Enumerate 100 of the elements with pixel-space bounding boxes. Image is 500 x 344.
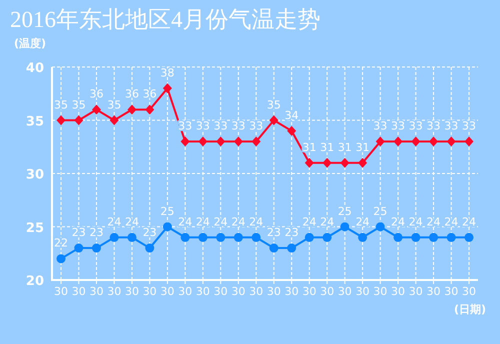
x-tick-label: 30	[444, 285, 458, 298]
data-label: 24	[408, 215, 423, 228]
data-label: 23	[142, 226, 157, 240]
data-label: 31	[302, 140, 316, 154]
point	[145, 244, 154, 253]
x-tick-label: 30	[72, 285, 86, 298]
data-label: 23	[72, 226, 86, 240]
point	[411, 232, 420, 242]
data-label: 24	[107, 215, 122, 228]
point	[446, 136, 456, 147]
y-tick-label: 20	[26, 274, 44, 289]
data-label: 35	[72, 98, 86, 112]
point	[252, 232, 261, 242]
data-label: 24	[462, 215, 476, 228]
x-tick-label: 30	[356, 285, 370, 298]
data-label: 38	[160, 66, 174, 80]
point	[180, 136, 190, 147]
point	[92, 244, 101, 253]
x-tick-label: 30	[391, 285, 406, 298]
data-label: 31	[356, 140, 370, 154]
x-tick-label: 30	[160, 285, 174, 298]
data-label: 35	[107, 98, 122, 112]
data-label: 22	[54, 236, 68, 250]
data-label: 23	[89, 226, 104, 240]
point	[429, 136, 438, 147]
x-tick-label: 30	[124, 285, 139, 298]
point	[56, 254, 66, 264]
data-label: 33	[444, 120, 458, 133]
point	[216, 136, 226, 147]
data-label: 34	[284, 108, 299, 122]
data-label: 33	[214, 120, 228, 133]
x-tick-label: 30	[408, 285, 423, 298]
data-label: 31	[320, 140, 334, 154]
data-label: 25	[160, 204, 174, 218]
data-label: 24	[196, 215, 210, 228]
point	[74, 244, 84, 253]
data-label: 23	[284, 226, 299, 240]
x-tick-label: 30	[54, 285, 68, 298]
y-tick-label: 25	[26, 220, 44, 236]
data-label: 31	[338, 140, 352, 154]
data-label: 24	[426, 215, 441, 228]
data-label: 33	[249, 120, 264, 133]
data-label: 33	[462, 120, 476, 133]
x-tick-label: 30	[302, 285, 316, 298]
x-tick-label: 30	[142, 285, 157, 298]
point	[429, 232, 438, 242]
point	[56, 115, 66, 126]
data-label: 35	[266, 98, 281, 112]
point	[287, 244, 296, 253]
point	[252, 136, 261, 147]
x-tick-label: 30	[266, 285, 281, 298]
data-label: 24	[214, 215, 228, 228]
point	[411, 136, 420, 147]
point	[394, 232, 403, 242]
x-tick-label: 30	[320, 285, 334, 298]
y-tick-label: 30	[26, 168, 44, 182]
point	[340, 222, 350, 232]
point	[464, 136, 474, 147]
data-label: 35	[54, 98, 68, 112]
data-label: 25	[373, 204, 388, 218]
y-tick-label: 40	[26, 61, 44, 76]
x-tick-label: 30	[338, 285, 352, 298]
data-label: 33	[196, 120, 210, 133]
point	[446, 232, 456, 242]
x-tick-label: 30	[89, 285, 104, 298]
x-tick-label: 30	[214, 285, 228, 298]
point	[162, 222, 172, 232]
point	[198, 136, 208, 147]
chart-title: 2016年东北地区4月份气温走势	[10, 7, 320, 32]
data-label: 36	[124, 88, 139, 101]
point	[269, 244, 278, 253]
point	[340, 158, 350, 168]
point	[216, 232, 226, 242]
point	[74, 115, 84, 126]
data-label: 36	[142, 88, 157, 101]
data-label: 25	[338, 204, 352, 218]
point	[464, 232, 474, 242]
point	[145, 104, 154, 115]
y-tick-label: 35	[26, 114, 44, 130]
data-label: 24	[302, 215, 316, 228]
point	[394, 136, 403, 147]
point	[322, 232, 332, 242]
data-label: 24	[124, 215, 139, 228]
data-label: 24	[231, 215, 246, 228]
point	[376, 136, 385, 147]
data-label: 33	[391, 120, 406, 133]
data-label: 36	[89, 88, 104, 101]
point	[180, 232, 190, 242]
x-tick-label: 30	[178, 285, 192, 298]
point	[162, 83, 172, 94]
point	[110, 232, 119, 242]
x-tick-label: 30	[249, 285, 264, 298]
data-label: 24	[249, 215, 264, 228]
point	[287, 126, 296, 136]
x-tick-label: 30	[284, 285, 299, 298]
point	[269, 115, 278, 126]
point	[322, 158, 332, 168]
point	[304, 158, 314, 168]
x-tick-label: 30	[373, 285, 388, 298]
data-label: 33	[373, 120, 388, 133]
